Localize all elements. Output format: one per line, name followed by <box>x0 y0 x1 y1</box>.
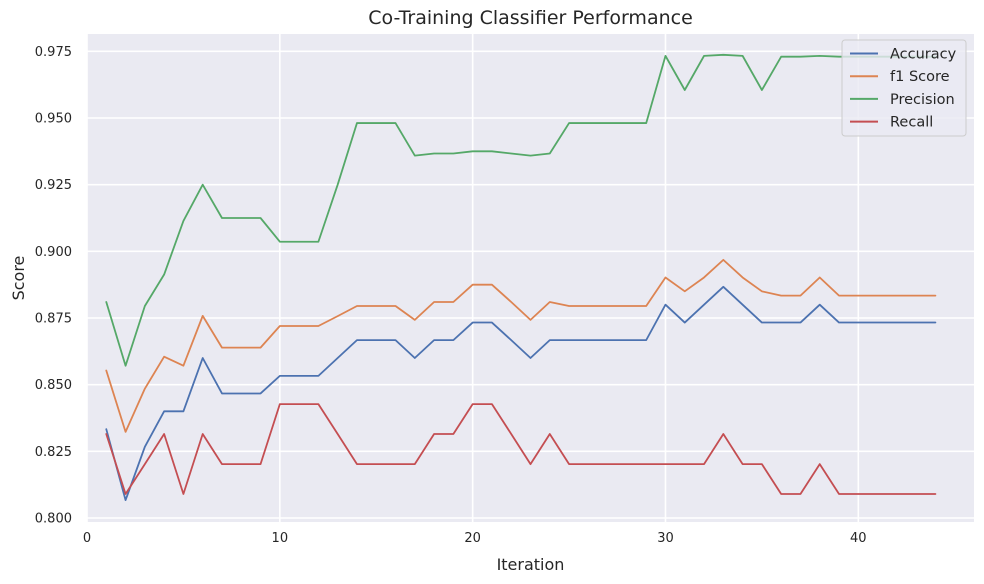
x-axis-label: Iteration <box>497 555 565 574</box>
x-tick-label: 30 <box>657 531 674 546</box>
legend-label: f1 Score <box>890 69 950 85</box>
legend: Accuracy f1 Score Precision Recall <box>841 39 967 137</box>
legend-label: Recall <box>890 115 933 131</box>
y-tick-label: 0.800 <box>35 512 72 527</box>
series-line-f1-score <box>105 258 937 433</box>
y-tick-label: 0.925 <box>35 178 72 193</box>
y-tick-label: 0.850 <box>35 378 72 393</box>
x-tick-label: 20 <box>464 531 481 546</box>
series-line-precision <box>105 53 937 367</box>
plot-area <box>87 34 974 522</box>
y-tick-label: 0.950 <box>35 112 72 127</box>
y-tick-label: 0.825 <box>35 445 72 460</box>
y-axis-label: Score <box>9 256 28 301</box>
chart-title: Co-Training Classifier Performance <box>368 7 693 29</box>
y-tick-label: 0.975 <box>35 45 72 60</box>
x-tick-label: 10 <box>272 531 289 546</box>
series-lines <box>105 53 937 502</box>
series-line-accuracy <box>105 285 937 502</box>
legend-label: Accuracy <box>890 47 957 63</box>
x-axis-ticks: 0 10 20 30 40 <box>83 531 867 546</box>
grid <box>86 34 974 522</box>
y-tick-label: 0.875 <box>35 312 72 327</box>
x-tick-label: 40 <box>850 531 867 546</box>
series-line-recall <box>105 403 937 495</box>
x-tick-label: 0 <box>83 531 91 546</box>
legend-box <box>841 39 967 137</box>
y-axis-ticks: 0.800 0.825 0.850 0.875 0.900 0.925 0.950 0.975 <box>35 45 72 527</box>
legend-label: Precision <box>890 92 955 108</box>
y-tick-label: 0.900 <box>35 245 72 260</box>
